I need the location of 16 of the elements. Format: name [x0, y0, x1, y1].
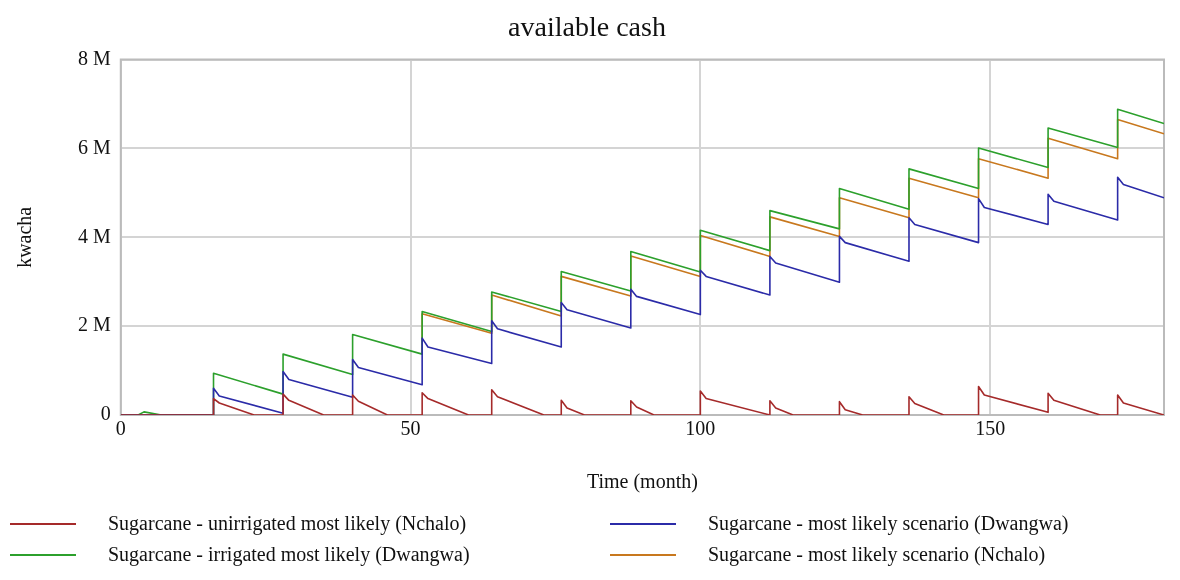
x-axis-title: Time (month) [586, 470, 698, 494]
y-tick-label: 2 M [77, 313, 111, 336]
chart-title: available cash [508, 11, 666, 43]
y-tick-label: 4 M [77, 224, 111, 247]
y-tick-label: 6 M [77, 135, 111, 158]
legend-label: Sugarcane - most likely scenario (Dwangwa) [708, 512, 1069, 535]
legend-label: Sugarcane - most likely scenario (Nchalo) [708, 543, 1046, 566]
y-tick-label: 8 M [77, 46, 111, 69]
y-tick-label: 0 [100, 402, 111, 425]
legend-label: Sugarcane - irrigated most likely (Dwangwa) [108, 543, 470, 566]
legend-label: Sugarcane - unirrigated most likely (Nchalo) [108, 512, 467, 535]
x-tick-label: 0 [115, 417, 126, 440]
y-axis-title: kwacha [13, 206, 36, 268]
x-tick-label: 150 [975, 417, 1006, 440]
x-tick-label: 100 [685, 417, 716, 440]
x-tick-label: 50 [400, 417, 421, 440]
